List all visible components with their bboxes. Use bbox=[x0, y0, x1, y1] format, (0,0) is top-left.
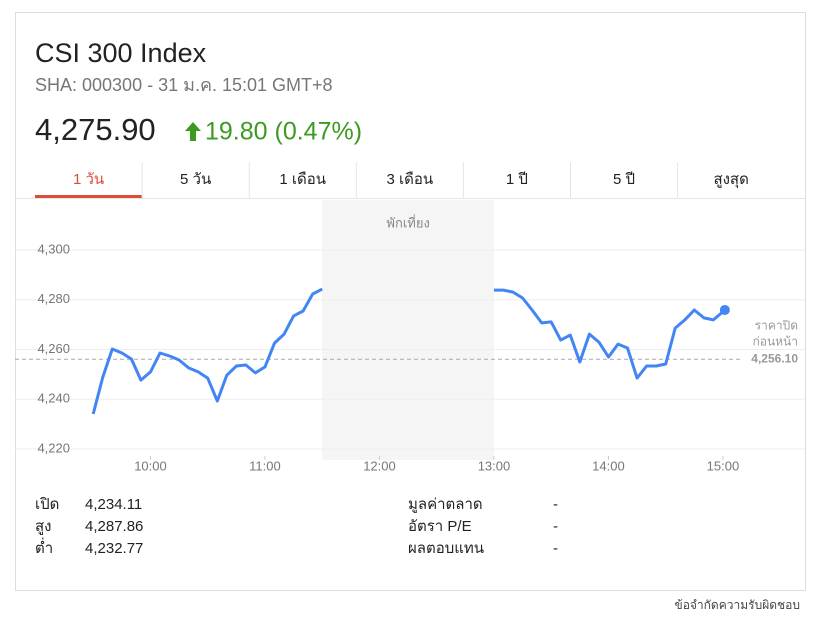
price: 4,275.90 bbox=[35, 112, 156, 147]
subtitle: SHA: 000300 - 31 ม.ค. 15:01 GMT+8 bbox=[35, 75, 333, 95]
stat-value: 4,232.77 bbox=[85, 540, 143, 557]
stat-value: - bbox=[553, 518, 558, 535]
stat-value: 4,234.11 bbox=[85, 496, 142, 513]
y-tick-label: 4,280 bbox=[37, 291, 70, 306]
x-tick-label: 12:00 bbox=[363, 458, 396, 473]
stat-label: มูลค่าตลาด bbox=[408, 496, 483, 513]
up-arrow bbox=[185, 122, 201, 141]
tab[interactable]: 3 เดือน bbox=[387, 171, 434, 188]
y-tick-label: 4,260 bbox=[37, 341, 70, 356]
last-point bbox=[719, 304, 730, 315]
break-label: พักเที่ยง bbox=[386, 214, 429, 230]
stat-label: ต่ำ bbox=[35, 537, 53, 557]
y-tick-label: 4,300 bbox=[37, 241, 70, 256]
x-tick-label: 13:00 bbox=[478, 458, 511, 473]
x-tick-label: 15:00 bbox=[707, 458, 740, 473]
tab[interactable]: 1 ปี bbox=[506, 171, 528, 188]
previous-close-value: 4,256.10 bbox=[751, 351, 798, 365]
tabs: 1 วัน 5 วัน 1 เดือน 3 เดือน 1 ปี 5 ปี สูงสุด bbox=[35, 162, 749, 198]
tab-underline bbox=[35, 195, 143, 198]
price-line bbox=[91, 287, 726, 415]
previous-close-label: ก่อนหน้า bbox=[752, 334, 798, 348]
change: 19.80 (0.47%) bbox=[205, 118, 362, 146]
stats: เปิด 4,234.11 สูง 4,287.86 ต่ำ 4,232.77 มูลค่า… bbox=[35, 496, 558, 557]
tab[interactable]: 1 เดือน bbox=[279, 171, 326, 188]
previous-close-label: ราคาปิด bbox=[755, 318, 798, 332]
stat-label: เปิด bbox=[35, 496, 59, 513]
y-tick-label: 4,240 bbox=[37, 391, 70, 406]
tab[interactable]: 5 ปี bbox=[613, 171, 635, 188]
x-tick-label: 10:00 bbox=[134, 458, 167, 473]
tab[interactable]: 1 วัน bbox=[73, 171, 104, 188]
lunch-break bbox=[322, 200, 494, 460]
tab[interactable]: สูงสุด bbox=[713, 171, 748, 189]
disclaimer-link[interactable]: ข้อจำกัดความรับผิดชอบ bbox=[674, 598, 800, 612]
stat-label: ผลตอบแทน bbox=[408, 540, 484, 557]
x-tick-label: 11:00 bbox=[249, 458, 281, 473]
stat-value: - bbox=[553, 540, 558, 557]
stat-value: 4,287.86 bbox=[85, 518, 143, 535]
x-tick-label: 14:00 bbox=[592, 458, 625, 473]
plot: พักเที่ยง 4,220 4,240 4,260 4,280 4,300 10:00 1… bbox=[15, 200, 805, 473]
stat-label: อัตรา P/E bbox=[408, 518, 472, 535]
stat-label: สูง bbox=[35, 518, 51, 535]
y-tick-label: 4,220 bbox=[37, 440, 70, 455]
stat-value: - bbox=[553, 496, 558, 513]
tab[interactable]: 5 วัน bbox=[180, 171, 211, 188]
title: CSI 300 Index bbox=[35, 38, 207, 68]
